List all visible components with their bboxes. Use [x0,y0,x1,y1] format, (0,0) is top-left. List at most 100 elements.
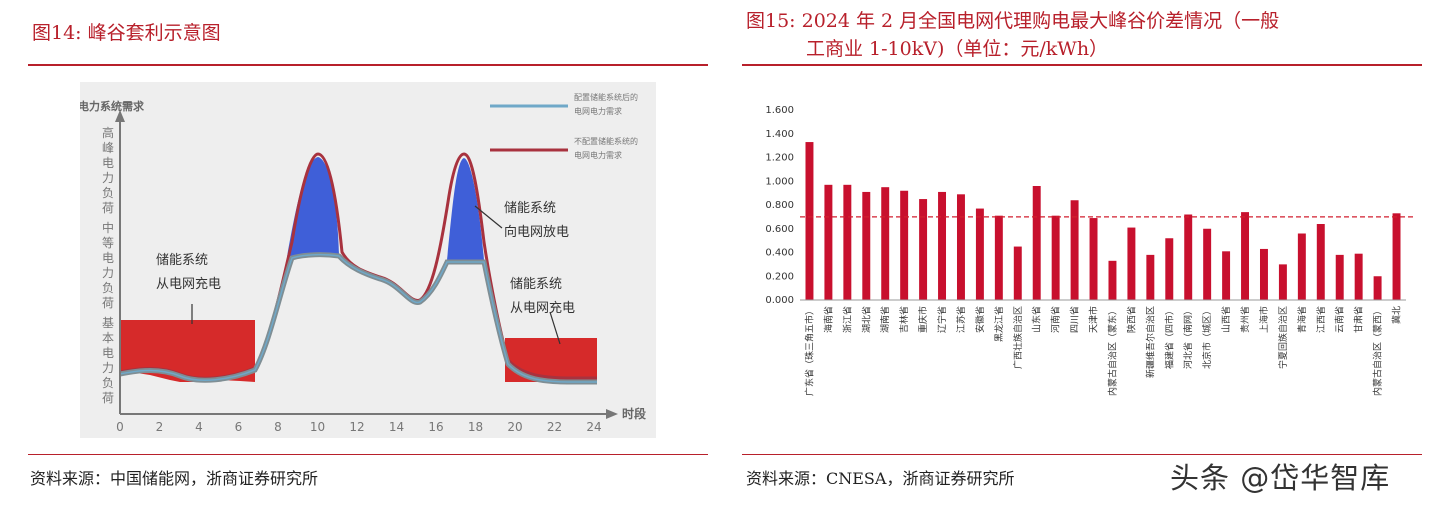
x-tick-label: 贵州省 [1239,306,1251,333]
y-band-label: 电 [102,251,114,265]
legend-entry: 不配置储能系统的 [574,136,638,146]
bar [1354,253,1363,300]
bar [1165,238,1174,300]
right-source-rule [742,454,1422,455]
x-tick-label: 河北省（南网） [1182,306,1194,369]
annotation-label: 从电网充电 [156,276,221,292]
bar [1013,246,1022,300]
y-band-label: 力 [102,266,114,280]
x-tick-label: 四川省 [1069,306,1081,333]
right-figure-title-line1: 图15: 2024 年 2 月全国电网代理购电最大峰谷价差情况（一般 [746,10,1280,32]
x-tick-label: 上海市 [1258,306,1270,333]
y-tick-label: 0.400 [765,248,794,259]
left-title-rule [28,64,708,66]
x-tick-label: 广东省（珠三角五市） [803,306,815,396]
x-tick-label: 宁夏回族自治区 [1277,306,1289,369]
x-tick-label: 20 [507,420,522,434]
x-tick-label: 新疆维吾尔自治区 [1144,306,1156,378]
x-tick-label: 22 [547,420,562,434]
x-tick-label: 18 [468,420,483,434]
peak-valley-arbitrage-diagram: 电力系统需求 时段 0 2 4 6 8 10 12 14 16 18 20 22 24 高峰电力负荷中等… [80,82,656,438]
y-band-label: 本 [102,331,114,345]
y-band-label: 荷 [102,391,114,405]
bar [843,184,852,300]
bar [1146,254,1155,300]
x-tick-label: 吉林省 [898,306,910,333]
x-tick-label: 天津市 [1088,306,1100,333]
bar [1032,186,1041,300]
bar [862,191,871,300]
bar [1127,227,1136,300]
y-tick-label: 1.200 [765,153,794,164]
y-band-label: 等 [102,236,114,250]
x-tick-label: 广西壮族自治区 [1012,306,1024,369]
y-band-label: 电 [102,156,114,170]
legend-entry: 配置储能系统后的 [574,92,638,102]
bar [1051,215,1060,300]
x-tick-label: 山西省 [1220,306,1232,333]
x-tick-label: 江西省 [1315,306,1327,333]
left-figure-title: 图14: 峰谷套利示意图 [32,22,221,44]
annotation-label: 储能系统 [156,253,208,268]
y-axis-title: 电力系统需求 [80,99,145,113]
y-band-label: 负 [102,376,114,390]
bar [1297,233,1306,300]
bar [919,199,928,300]
y-band-label: 基 [102,316,114,330]
watermark: 头条 @岱华智库 [1170,461,1391,495]
y-band-label: 力 [102,361,114,375]
peak-valley-spread-bar-chart: 0.000 0.200 0.400 0.600 0.800 1.000 1.200 1.400… [765,105,1414,396]
y-tick-label: 0.800 [765,200,794,211]
y-band-label: 中 [102,220,114,235]
y-tick-label: 0.600 [765,224,794,235]
x-tick-label: 内蒙古自治区（蒙东） [1106,306,1118,396]
x-tick-label: 福建省（四市） [1163,306,1175,369]
discharge-area-peak2 [447,158,484,260]
y-band-label: 负 [102,186,114,200]
legend-entry: 电网电力需求 [574,106,622,116]
y-band-label: 高 [102,125,114,140]
x-tick-label: 2 [156,420,164,434]
bar [1373,276,1382,300]
bar [1070,200,1079,300]
x-tick-label: 山东省 [1031,306,1043,333]
x-tick-label: 浙江省 [841,306,853,333]
annotation-label: 储能系统 [504,201,556,216]
bar [1241,212,1250,300]
x-tick-label: 0 [116,420,124,434]
x-tick-label: 北京市（城区） [1201,306,1213,369]
annotation-label: 储能系统 [510,277,562,292]
x-tick-label: 云南省 [1334,306,1346,333]
y-tick-label: 1.600 [765,105,794,116]
bar [1392,213,1401,300]
x-tick-label: 陕西省 [1125,306,1137,333]
right-source-note: 资料来源：CNESA，浙商证券研究所 [746,469,1015,488]
left-source-note: 资料来源：中国储能网，浙商证券研究所 [30,469,319,488]
x-tick-label: 海南省 [822,306,834,333]
y-band-label: 电 [102,346,114,360]
y-tick-label: 1.400 [765,129,794,140]
x-tick-label: 10 [310,420,325,434]
x-tick-label: 湖南省 [879,306,891,333]
bar [805,142,814,300]
bar [824,184,833,300]
x-tick-label: 16 [428,420,443,434]
bar [1108,260,1117,300]
y-band-label: 荷 [102,296,114,310]
annotation-label: 从电网充电 [510,300,575,316]
x-tick-label: 6 [235,420,243,434]
right-title-rule [742,64,1422,66]
x-tick-label: 黑龙江省 [993,306,1005,342]
annotation-label: 向电网放电 [504,224,569,240]
x-tick-label: 12 [349,420,364,434]
bar [975,208,984,300]
x-tick-label: 14 [389,420,404,434]
x-tick-label: 湖北省 [860,306,872,333]
bar [1222,251,1231,300]
bar [1089,218,1098,300]
x-tick-label: 重庆市 [917,306,929,333]
left-source-rule [28,454,708,455]
bar [900,190,909,300]
y-tick-label: 0.000 [765,295,794,306]
discharge-area-peak1 [287,157,339,257]
